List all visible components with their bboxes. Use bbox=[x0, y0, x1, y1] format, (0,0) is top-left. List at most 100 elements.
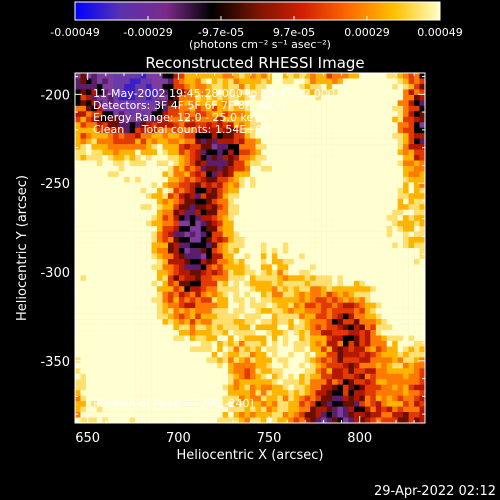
heatmap-pixel bbox=[217, 351, 223, 358]
heatmap-pixel bbox=[403, 144, 409, 150]
heatmap-pixel bbox=[359, 264, 366, 271]
heatmap-pixel bbox=[135, 226, 141, 232]
heatmap-pixel bbox=[107, 122, 114, 128]
heatmap-pixel bbox=[129, 319, 136, 325]
heatmap-pixel bbox=[326, 379, 333, 386]
heatmap-pixel bbox=[277, 149, 284, 156]
heatmap-pixel bbox=[102, 258, 109, 265]
heatmap-pixel bbox=[386, 330, 393, 336]
heatmap-pixel bbox=[107, 94, 114, 101]
heatmap-pixel bbox=[408, 248, 415, 254]
heatmap-pixel bbox=[381, 253, 388, 260]
heatmap-pixel bbox=[151, 133, 158, 139]
heatmap-pixel bbox=[277, 83, 284, 90]
heatmap-pixel bbox=[332, 351, 338, 358]
heatmap-pixel bbox=[304, 346, 311, 353]
heatmap-pixel bbox=[419, 264, 426, 271]
heatmap-pixel bbox=[403, 133, 409, 139]
heatmap-pixel bbox=[359, 335, 366, 342]
heatmap-pixel bbox=[397, 412, 404, 418]
heatmap-pixel bbox=[151, 122, 158, 128]
heatmap-pixel bbox=[282, 149, 289, 156]
heatmap-pixel bbox=[364, 133, 371, 139]
heatmap-pixel bbox=[184, 94, 191, 101]
heatmap-pixel bbox=[321, 204, 327, 211]
heatmap-pixel bbox=[222, 248, 229, 254]
heatmap-pixel bbox=[277, 122, 284, 128]
heatmap-pixel bbox=[151, 379, 158, 386]
heatmap-pixel bbox=[80, 215, 87, 221]
heatmap-pixel bbox=[419, 209, 426, 216]
heatmap-pixel bbox=[178, 417, 185, 424]
heatmap-pixel bbox=[228, 122, 234, 128]
heatmap-pixel bbox=[392, 89, 398, 96]
heatmap-pixel bbox=[419, 73, 426, 79]
heatmap-pixel bbox=[299, 138, 305, 145]
heatmap-pixel bbox=[91, 198, 98, 205]
heatmap-pixel bbox=[206, 253, 213, 260]
heatmap-pixel bbox=[364, 406, 371, 413]
heatmap-pixel bbox=[167, 105, 174, 112]
heatmap-pixel bbox=[386, 237, 393, 243]
heatmap-pixel bbox=[228, 351, 234, 358]
heatmap-pixel bbox=[397, 390, 404, 396]
heatmap-pixel bbox=[353, 111, 360, 118]
heatmap-pixel bbox=[260, 286, 267, 293]
heatmap-pixel bbox=[375, 269, 382, 276]
heatmap-pixel bbox=[178, 258, 185, 265]
heatmap-pixel bbox=[162, 286, 169, 293]
heatmap-pixel bbox=[217, 401, 223, 407]
heatmap-pixel bbox=[370, 171, 377, 178]
heatmap-pixel bbox=[299, 340, 305, 347]
heatmap-pixel bbox=[91, 417, 98, 424]
heatmap-pixel bbox=[342, 319, 349, 325]
heatmap-pixel bbox=[375, 319, 382, 325]
heatmap-pixel bbox=[211, 346, 218, 353]
heatmap-pixel bbox=[348, 340, 355, 347]
heatmap-pixel bbox=[113, 73, 120, 79]
heatmap-pixel bbox=[419, 308, 426, 314]
heatmap-pixel bbox=[239, 297, 245, 303]
heatmap-pixel bbox=[288, 78, 295, 85]
heatmap-pixel bbox=[178, 313, 185, 320]
heatmap-pixel bbox=[85, 335, 92, 342]
heatmap-pixel bbox=[75, 258, 81, 265]
heatmap-pixel bbox=[321, 357, 327, 364]
heatmap-pixel bbox=[310, 395, 316, 402]
heatmap-pixel bbox=[96, 127, 103, 134]
heatmap-pixel bbox=[162, 100, 169, 107]
heatmap-pixel bbox=[266, 78, 273, 85]
heatmap-pixel bbox=[419, 313, 426, 320]
heatmap-pixel bbox=[250, 248, 256, 254]
heatmap-pixel bbox=[293, 215, 300, 221]
heatmap-pixel bbox=[195, 275, 202, 282]
heatmap-pixel bbox=[414, 373, 420, 380]
heatmap-pixel bbox=[135, 215, 141, 221]
heatmap-pixel bbox=[173, 286, 180, 293]
heatmap-pixel bbox=[173, 89, 180, 96]
heatmap-pixel bbox=[419, 122, 426, 128]
heatmap-pixel bbox=[408, 412, 415, 418]
heatmap-pixel bbox=[414, 351, 420, 358]
heatmap-pixel bbox=[113, 160, 120, 167]
heatmap-pixel bbox=[392, 226, 398, 232]
heatmap-pixel bbox=[250, 144, 256, 150]
heatmap-pixel bbox=[113, 105, 120, 112]
heatmap-pixel bbox=[124, 297, 130, 303]
heatmap-pixel bbox=[381, 319, 388, 325]
heatmap-pixel bbox=[162, 111, 169, 118]
heatmap-pixel bbox=[233, 165, 240, 172]
heatmap-pixel bbox=[397, 330, 404, 336]
heatmap-pixel bbox=[206, 144, 213, 150]
heatmap-pixel bbox=[80, 379, 87, 386]
heatmap-pixel bbox=[124, 138, 130, 145]
heatmap-pixel bbox=[397, 264, 404, 271]
heatmap-pixel bbox=[211, 111, 218, 118]
heatmap-pixel bbox=[140, 231, 147, 238]
heatmap-pixel bbox=[200, 242, 207, 249]
heatmap-pixel bbox=[113, 286, 120, 293]
heatmap-pixel bbox=[85, 297, 92, 303]
heatmap-pixel bbox=[255, 220, 262, 227]
heatmap-pixel bbox=[173, 116, 180, 123]
heatmap-pixel bbox=[124, 417, 130, 424]
